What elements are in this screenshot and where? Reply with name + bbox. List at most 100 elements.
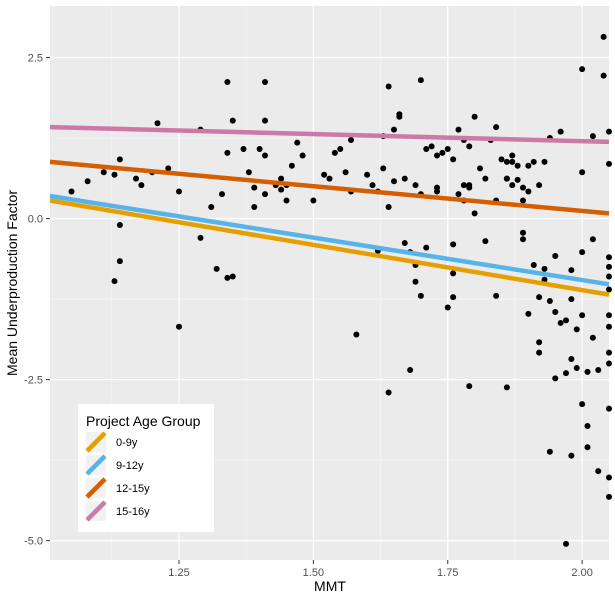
x-tick-label: 2.00 (571, 567, 592, 579)
x-axis-ticks: 1.25 1.50 1.75 2.00 (168, 560, 593, 579)
scatter-point (460, 182, 467, 189)
scatter-point (606, 405, 612, 412)
scatter-point (509, 158, 516, 165)
scatter-point (606, 286, 612, 293)
scatter-point (176, 323, 182, 330)
scatter-point (240, 146, 247, 153)
scatter-point (213, 265, 220, 272)
scatter-point (417, 77, 424, 84)
scatter-point (401, 240, 408, 247)
scatter-point (262, 117, 268, 124)
scatter-point (466, 143, 473, 150)
scatter-point (450, 156, 457, 163)
scatter-point (385, 389, 392, 396)
scatter-point (589, 133, 596, 140)
scatter-point (256, 146, 263, 153)
scatter-point (557, 319, 564, 326)
scatter-point (251, 203, 258, 210)
scatter-point (568, 356, 575, 363)
y-tick-label: -2.5 (24, 375, 43, 387)
scatter-point (595, 468, 602, 475)
scatter-point (552, 375, 559, 382)
scatter-point (278, 186, 285, 193)
scatter-point (428, 143, 435, 150)
scatter-point (224, 149, 231, 156)
scatter-point (434, 184, 440, 191)
scatter-point (466, 383, 473, 390)
legend-label: 0-9y (116, 437, 138, 449)
scatter-point (176, 188, 182, 195)
scatter-point (262, 191, 268, 198)
scatter-point (154, 120, 161, 127)
scatter-point (568, 296, 575, 303)
scatter-point (278, 175, 285, 182)
scatter-point (520, 197, 526, 204)
legend-key-9-12y (85, 454, 107, 476)
scatter-point (348, 136, 354, 143)
scatter-point (606, 349, 612, 356)
scatter-point (509, 152, 516, 159)
scatter-point (600, 33, 607, 40)
scatter-point (600, 72, 607, 79)
scatter-point (208, 203, 215, 210)
scatter-point (606, 128, 612, 135)
scatter-point (423, 244, 430, 251)
scatter-point (245, 169, 252, 176)
scatter-point (606, 254, 612, 261)
scatter-point (536, 294, 543, 301)
scatter-point (116, 156, 123, 163)
scatter-point (401, 175, 408, 182)
scatter-point (606, 273, 612, 280)
scatter-point (385, 83, 392, 90)
scatter-point (229, 117, 236, 124)
scatter-point (503, 384, 510, 391)
legend-key-15-16y (85, 500, 107, 522)
scatter-point (116, 222, 123, 229)
scatter-point (568, 267, 575, 274)
scatter-point (563, 370, 569, 377)
scatter-point (84, 178, 91, 185)
scatter-point (579, 312, 586, 319)
scatter-point (288, 162, 295, 169)
scatter-point (498, 156, 505, 163)
scatter-point (477, 165, 483, 172)
scatter-point (541, 265, 548, 272)
scatter-point (589, 236, 596, 243)
scatter-point (364, 171, 371, 178)
scatter-point (262, 79, 268, 86)
scatter-point (552, 308, 559, 315)
scatter-point (536, 349, 543, 356)
scatter-point (536, 339, 543, 346)
scatter-point (606, 312, 612, 319)
scatter-point (606, 474, 612, 481)
y-axis-ticks: 2.5 0.0 -2.5 -5.0 (24, 53, 50, 548)
scatter-point (331, 149, 338, 156)
scatter-point (530, 261, 537, 268)
scatter-point (412, 182, 419, 189)
fit-line-15-16y (49, 124, 610, 145)
scatter-point (299, 152, 306, 159)
scatter-point (219, 191, 225, 198)
scatter-point (552, 252, 559, 259)
scatter-point (606, 493, 612, 500)
scatter-point (450, 241, 457, 248)
legend-label: 15-16y (116, 506, 150, 518)
scatter-point (493, 292, 500, 299)
x-tick-label: 1.75 (437, 567, 458, 579)
scatter-point (606, 263, 612, 270)
scatter-point (391, 126, 397, 133)
scatter-point (251, 184, 258, 191)
y-tick-label: -5.0 (24, 536, 43, 548)
scatter-point (412, 278, 419, 285)
x-tick-label: 1.50 (303, 567, 324, 579)
scatter-point (503, 175, 510, 182)
scatter-point (579, 66, 586, 73)
scatter-point (224, 79, 231, 86)
legend-items: 0-9y 9-12y 12-15y 15-16y (85, 431, 150, 522)
fit-line-0-9y (49, 198, 610, 297)
scatter-point (525, 162, 532, 169)
fit-line-12-15y (49, 159, 610, 216)
scatter-point (606, 360, 612, 367)
scatter-point (514, 176, 521, 183)
